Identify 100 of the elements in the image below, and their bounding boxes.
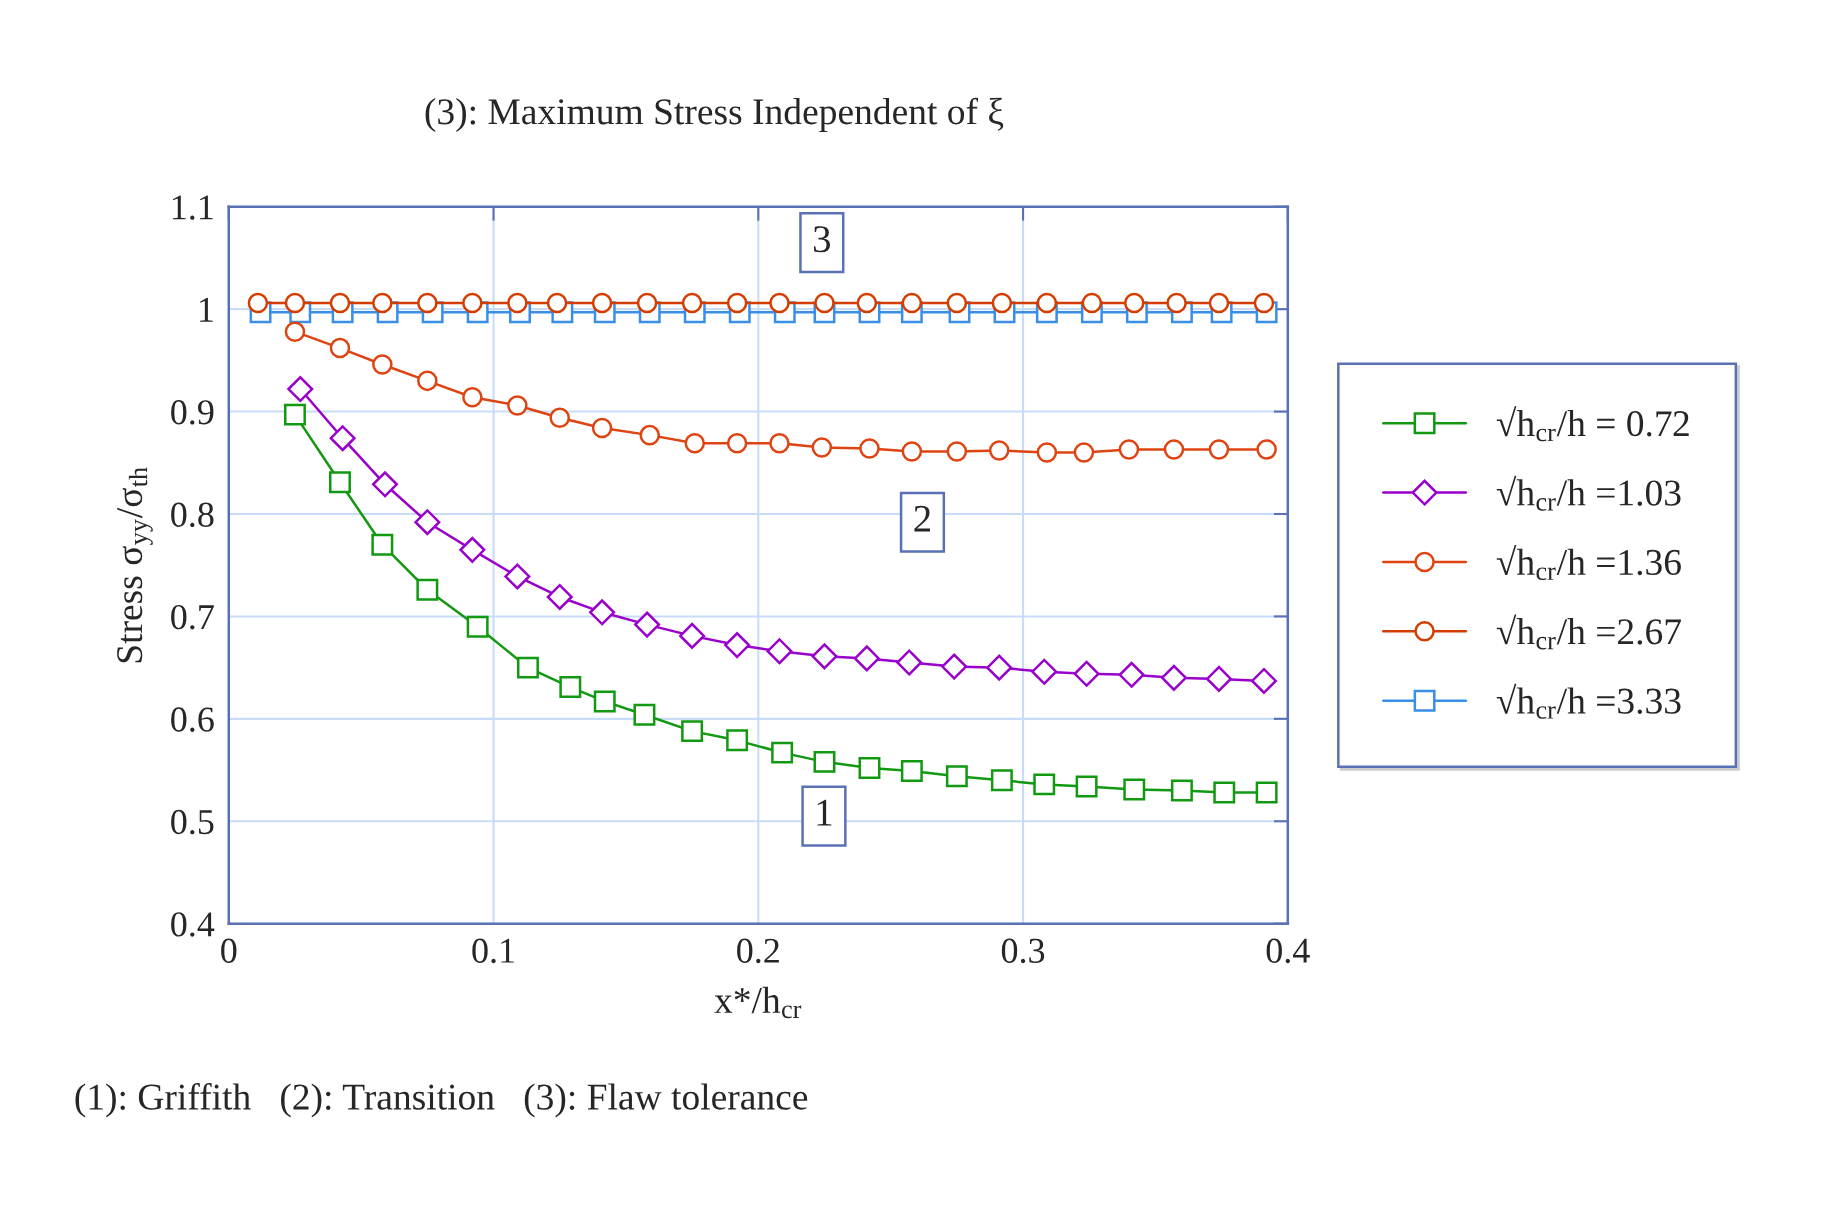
point bbox=[991, 292, 1013, 314]
point bbox=[459, 536, 486, 563]
point bbox=[766, 638, 793, 665]
point bbox=[1160, 664, 1187, 691]
point bbox=[417, 370, 438, 392]
y-tick-label: 0.5 bbox=[171, 809, 214, 835]
point bbox=[811, 643, 838, 670]
point bbox=[1253, 292, 1275, 314]
point bbox=[284, 403, 306, 426]
legend-label: √h$_{cr}$/h =3.33 bbox=[1496, 683, 1681, 719]
point bbox=[988, 440, 1010, 461]
text: (1): Griffith (2): Transition (3): Flaw tolerance bbox=[75, 1083, 808, 1118]
point bbox=[591, 292, 613, 314]
point bbox=[371, 533, 394, 556]
point bbox=[549, 407, 570, 428]
x-tick-label: 0.1 bbox=[472, 938, 514, 964]
point bbox=[941, 653, 968, 680]
point bbox=[639, 424, 661, 446]
y-axis-title: Stress σ$_{yy}$/σ$_{th}$ bbox=[117, 467, 153, 663]
point bbox=[1123, 778, 1146, 801]
point bbox=[417, 292, 438, 314]
point bbox=[945, 765, 968, 788]
point bbox=[1255, 781, 1278, 804]
point bbox=[1118, 439, 1140, 460]
point bbox=[372, 354, 393, 375]
point bbox=[546, 292, 568, 314]
point bbox=[858, 757, 881, 779]
annotation: 1 bbox=[817, 799, 832, 826]
y-tick-label: 0.4 bbox=[171, 912, 215, 937]
point bbox=[901, 441, 923, 462]
y-tick-label: 0.6 bbox=[171, 707, 214, 732]
x-tick-label: 0 bbox=[221, 938, 237, 963]
point bbox=[726, 433, 748, 454]
point bbox=[1256, 439, 1277, 460]
point bbox=[287, 376, 314, 403]
point bbox=[1205, 665, 1233, 692]
point bbox=[462, 292, 483, 314]
point bbox=[769, 433, 790, 454]
point bbox=[329, 425, 356, 452]
point bbox=[724, 632, 751, 659]
point bbox=[589, 599, 616, 626]
point bbox=[466, 615, 489, 638]
point bbox=[507, 292, 528, 314]
point bbox=[634, 611, 661, 638]
point bbox=[1118, 661, 1145, 688]
point bbox=[986, 654, 1013, 681]
point bbox=[593, 690, 616, 713]
point bbox=[372, 292, 393, 314]
point bbox=[859, 438, 880, 459]
point bbox=[946, 441, 968, 462]
point bbox=[679, 622, 706, 649]
y-tick-label: 1 bbox=[200, 297, 213, 322]
legend-label: √h$_{cr}$/h =1.36 bbox=[1496, 545, 1681, 581]
legend-label: √h$_{cr}$/h = 0.72 bbox=[1496, 406, 1689, 442]
point bbox=[1123, 292, 1145, 314]
point bbox=[1081, 292, 1103, 314]
point bbox=[853, 645, 880, 672]
point bbox=[1250, 667, 1278, 694]
y-tick-label: 0.9 bbox=[171, 400, 214, 425]
x-tick-label: 0.4 bbox=[1266, 938, 1310, 964]
point bbox=[636, 292, 658, 314]
point bbox=[1036, 292, 1058, 314]
point bbox=[516, 656, 539, 679]
point bbox=[1208, 292, 1230, 314]
point bbox=[1075, 775, 1098, 798]
point bbox=[726, 292, 748, 314]
chart-title: (3): Maximum Stress Independent of ξ bbox=[425, 97, 1004, 133]
point bbox=[1036, 442, 1058, 463]
point bbox=[546, 583, 573, 610]
y-tick-label: 1.1 bbox=[172, 195, 213, 220]
point bbox=[1073, 442, 1095, 463]
point bbox=[591, 417, 613, 439]
y-tick-label: 0.8 bbox=[171, 502, 214, 528]
point bbox=[856, 292, 878, 314]
point bbox=[1073, 660, 1100, 687]
point bbox=[900, 760, 923, 783]
point bbox=[771, 741, 794, 764]
legend-label: √h$_{cr}$/h =1.03 bbox=[1496, 475, 1681, 511]
point bbox=[990, 769, 1013, 792]
point bbox=[284, 321, 306, 342]
y-tick-label: 0.7 bbox=[171, 604, 214, 630]
point bbox=[329, 471, 351, 494]
point bbox=[769, 292, 790, 314]
point bbox=[813, 750, 836, 773]
point bbox=[1163, 439, 1185, 460]
x-tick-label: 0.2 bbox=[737, 938, 779, 964]
point bbox=[462, 386, 483, 408]
point bbox=[1213, 781, 1236, 804]
point bbox=[247, 292, 269, 314]
point bbox=[507, 395, 528, 416]
point bbox=[726, 729, 749, 752]
point bbox=[901, 292, 923, 314]
point bbox=[371, 471, 399, 498]
point bbox=[681, 720, 704, 743]
point bbox=[681, 292, 703, 314]
point bbox=[1208, 439, 1230, 460]
annotation: 2 bbox=[914, 505, 931, 532]
point bbox=[1166, 292, 1187, 314]
point bbox=[1031, 658, 1058, 685]
point bbox=[504, 563, 531, 590]
